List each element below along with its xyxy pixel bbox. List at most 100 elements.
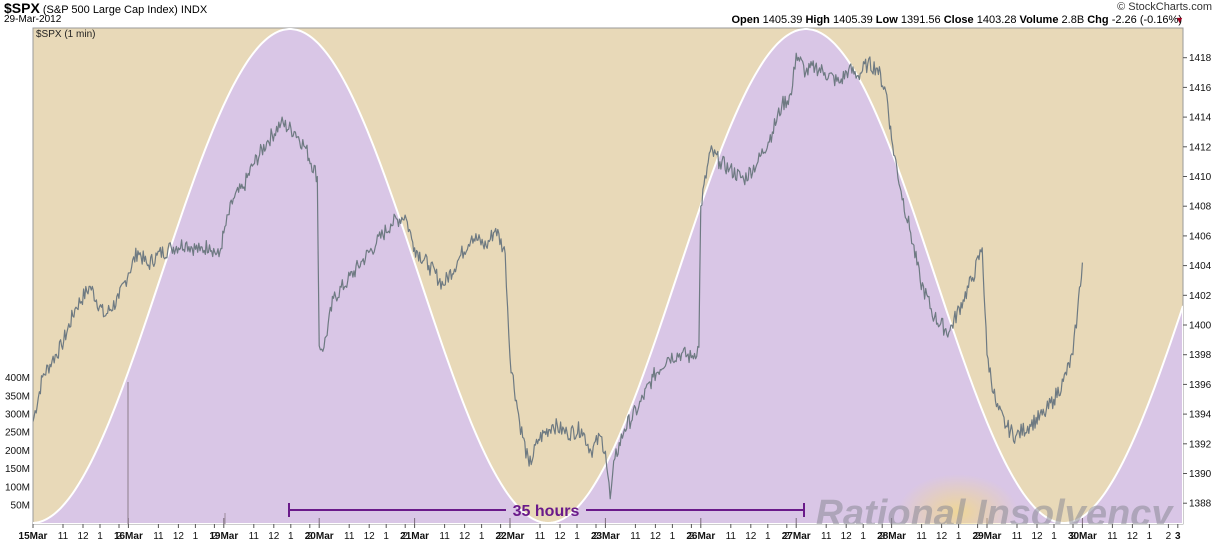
hour-axis-label: 1 [670, 531, 676, 542]
hour-axis-label: 2 [212, 531, 218, 542]
hour-axis-label: 1 [193, 531, 199, 542]
hour-axis-label: 2 [116, 531, 122, 542]
hour-axis-label: 12 [173, 531, 185, 542]
day-gridlines [127, 518, 1083, 524]
hour-axis-label: 12 [936, 531, 948, 542]
day-axis-label: 22Mar [496, 531, 525, 542]
hour-axis-label: 11 [1012, 531, 1023, 542]
price-tick-label: 1412 [1189, 142, 1212, 153]
hour-axis-label: 2 [402, 531, 408, 542]
symbol-description: (S&P 500 Large Cap Index) [42, 4, 178, 16]
symbol: $SPX [4, 0, 40, 16]
hour-axis-label: 1 [765, 531, 771, 542]
hour-axis-label: 2 [1070, 531, 1076, 542]
price-tick-label: 1404 [1189, 261, 1212, 272]
hour-axis-label: 1 [97, 531, 103, 542]
hour-axis-label: 12 [459, 531, 471, 542]
hour-axis-label: 2 [689, 531, 695, 542]
day-axis-label: 15Mar [19, 531, 48, 542]
low-value: 1391.56 [900, 14, 941, 26]
watermark-glow [898, 474, 1018, 524]
price-tick-label: 1408 [1189, 202, 1212, 213]
chg-value: -2.26 (-0.16%) [1111, 14, 1182, 26]
hour-axis-label: 2 [307, 531, 313, 542]
price-tick-label: 1418 [1189, 53, 1212, 64]
volume-tick-label: 250M [5, 428, 30, 439]
price-axis: 1388 1390 1392 1394 1396 1398 1400 1402 1404 1406… [1183, 53, 1212, 510]
volume-tick-label: 150M [5, 464, 30, 475]
volume-tick-label: 400M [5, 373, 30, 384]
day-axis-label: 23Mar [591, 531, 620, 542]
price-line [33, 52, 1083, 500]
day-axis-label: 3 [1175, 531, 1181, 542]
price-tick-label: 1398 [1189, 350, 1212, 361]
high-value: 1405.39 [832, 14, 873, 26]
hour-axis-label: 11 [249, 531, 260, 542]
price-tick-label: 1416 [1189, 83, 1212, 94]
price-tick-label: 1406 [1189, 231, 1212, 242]
hour-axis-label: 11 [821, 531, 832, 542]
volume-tick-label: 100M [5, 482, 30, 493]
day-axis-label: 26Mar [686, 531, 715, 542]
hour-axis-label: 12 [1127, 531, 1139, 542]
chart-date: 29-Mar-2012 [4, 14, 62, 25]
hour-axis-label: 1 [1051, 531, 1057, 542]
hour-axis-label: 1 [383, 531, 389, 542]
hour-axis-label: 1 [1147, 531, 1153, 542]
hour-axis-label: 1 [574, 531, 580, 542]
hour-axis-label: 12 [554, 531, 566, 542]
series-label: $SPX (1 min) [36, 29, 95, 40]
price-tick-label: 1414 [1189, 113, 1212, 124]
day-axis-label: 21Mar [400, 531, 429, 542]
hour-axis-label: 11 [535, 531, 546, 542]
sine-wave-area [33, 28, 1183, 524]
day-axis-label: 27Mar [782, 531, 811, 542]
chg-down-icon: ▼ [1175, 15, 1184, 25]
hour-axis-label: 2 [879, 531, 885, 542]
hour-axis-label: 11 [726, 531, 737, 542]
hour-axis-label: 12 [650, 531, 662, 542]
volume-tick-label: 50M [11, 501, 30, 512]
hour-axis-label: 1 [288, 531, 294, 542]
hour-axis-label: 11 [153, 531, 164, 542]
day-axis-label: 20Mar [305, 531, 334, 542]
hour-axis-label: 11 [344, 531, 355, 542]
ohlc-summary: Open 1405.39 High 1405.39 Low 1391.56 Cl… [731, 14, 1182, 26]
high-label: High [805, 14, 830, 26]
hour-axis-label: 2 [498, 531, 504, 542]
volume-tick-label: 200M [5, 446, 30, 457]
open-value: 1405.39 [762, 14, 803, 26]
price-tick-label: 1392 [1189, 439, 1212, 450]
price-tick-label: 1400 [1189, 321, 1212, 332]
volume-value: 2.8B [1061, 14, 1085, 26]
hour-axis-label: 11 [916, 531, 927, 542]
period-annotation: 35 hours [288, 503, 805, 520]
hour-axis-label: 1 [956, 531, 962, 542]
volume-tick-label: 300M [5, 410, 30, 421]
hour-axis-label: 1 [479, 531, 485, 542]
copyright: © StockCharts.com [1117, 1, 1212, 13]
price-tick-label: 1394 [1189, 410, 1212, 421]
hour-axis-label: 1 [860, 531, 866, 542]
low-label: Low [875, 14, 898, 26]
volume-label: Volume [1019, 14, 1059, 26]
chart-header: $SPX (S&P 500 Large Cap Index) INDX [4, 0, 207, 16]
day-axis-label: 16Mar [114, 531, 143, 542]
hour-axis-label: 12 [268, 531, 280, 542]
hour-axis-label: 11 [439, 531, 450, 542]
day-axis-label: 29Mar [973, 531, 1002, 542]
day-axis-label: 19Mar [209, 531, 238, 542]
price-tick-label: 1390 [1189, 469, 1212, 480]
hour-axis-label: 2 [784, 531, 790, 542]
hour-axis-label: 12 [841, 531, 853, 542]
hour-axis-label: 11 [58, 531, 69, 542]
hour-axis-label: 11 [1107, 531, 1118, 542]
hour-axis-label: 2 [1166, 531, 1172, 542]
volume-axis: 50M 100M 150M 200M 250M 300M 350M 400M [5, 373, 30, 511]
hour-axis-label: 2 [975, 531, 981, 542]
hour-axis-label: 12 [745, 531, 757, 542]
price-tick-label: 1388 [1189, 499, 1212, 510]
watermark: Rational Insolvency [816, 493, 1175, 535]
